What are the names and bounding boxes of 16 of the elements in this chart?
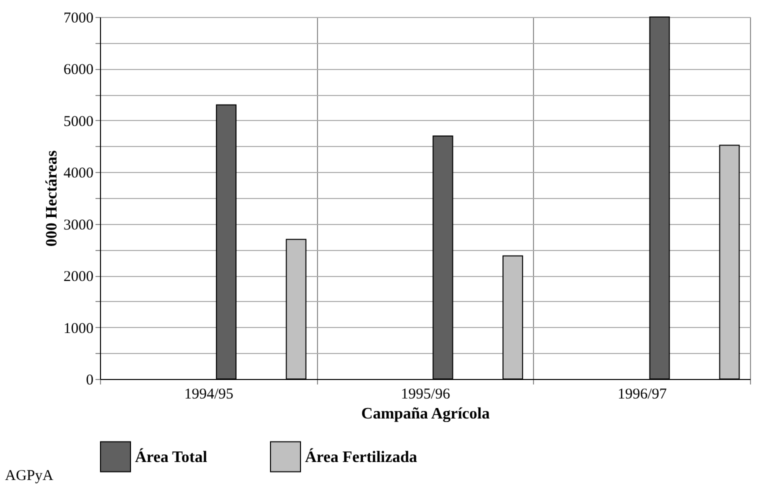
text: AGPyA [5,468,54,484]
x-tick-label: 1994/95 [184,386,234,402]
x-tick-label: 1995/96 [400,386,451,402]
y-tick-label: 2000 [64,269,94,286]
y-tick-label: 1000 [64,320,94,337]
y-tick-label: 6000 [64,62,94,78]
y-tick-label: 5000 [64,114,94,130]
x-axis-title: Campaña Agrícola [361,406,490,422]
y-axis-title: 000 Hectáreas [44,150,60,247]
y-tick-label: 3000 [64,217,94,234]
y-tick-label: 7000 [64,10,94,26]
legend-label: Área Total [135,448,208,466]
y-tick-label: 4000 [64,166,94,182]
legend-label: Área Fertilizada [305,448,418,466]
x-tick-label: 1996/97 [618,386,668,402]
y-tick-label: 0 [86,372,94,388]
